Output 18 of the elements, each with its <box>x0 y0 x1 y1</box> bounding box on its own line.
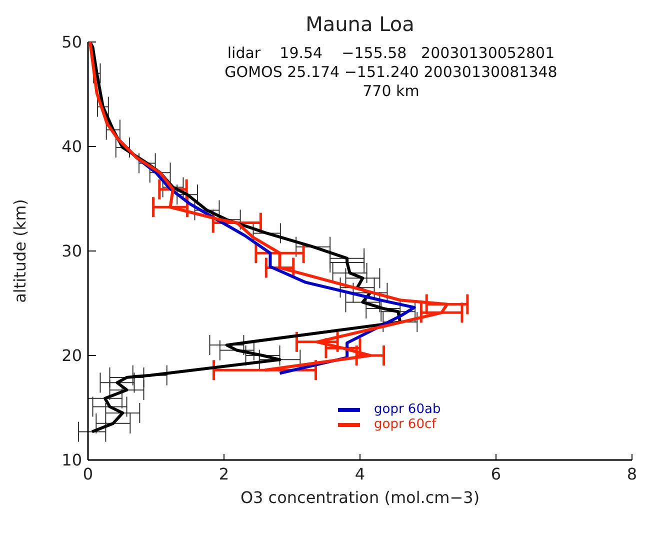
y-tick-label: 10 <box>62 450 82 470</box>
x-tick-label: 2 <box>218 464 230 484</box>
x-tick-label: 6 <box>490 464 502 484</box>
y-tick-label: 50 <box>62 32 82 52</box>
chart-title: Mauna Loa <box>304 12 416 36</box>
x-axis-title: O3 concentration (mol.cm−3) <box>240 488 480 507</box>
y-tick-label: 40 <box>62 137 82 156</box>
legend-label: gopr 60ab <box>374 402 441 417</box>
x-tick-label: 0 <box>82 464 94 484</box>
y-tick-label: 20 <box>62 346 82 366</box>
x-tick-label: 4 <box>354 464 366 484</box>
y-tick-label: 30 <box>62 242 82 261</box>
legend-label: gopr 60cf <box>374 417 436 432</box>
annotation: GOMOS 25.174 −151.240 20030130081348 <box>224 63 558 82</box>
annotation: 770 km <box>362 82 420 101</box>
x-tick-label: 8 <box>626 464 638 484</box>
annotation: lidar 19.54 −155.58 20030130052801 <box>226 44 556 63</box>
y-axis-title: altitude (km) <box>10 199 30 303</box>
